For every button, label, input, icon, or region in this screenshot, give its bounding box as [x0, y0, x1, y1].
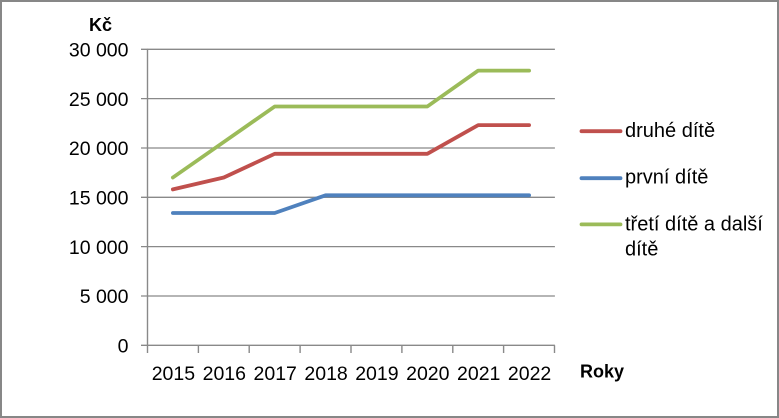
svg-text:2018: 2018: [304, 363, 347, 385]
svg-text:20 000: 20 000: [69, 138, 129, 160]
svg-text:2016: 2016: [203, 363, 246, 385]
svg-text:třetí dítě a další: třetí dítě a další: [625, 213, 763, 235]
svg-text:Roky: Roky: [580, 362, 624, 382]
svg-text:2021: 2021: [457, 363, 500, 385]
svg-text:první dítě: první dítě: [625, 167, 708, 189]
svg-text:Kč: Kč: [89, 15, 112, 35]
svg-text:25 000: 25 000: [69, 89, 129, 111]
svg-text:druhé dítě: druhé dítě: [625, 120, 715, 142]
svg-text:0: 0: [118, 336, 129, 358]
svg-text:2019: 2019: [355, 363, 398, 385]
svg-text:10 000: 10 000: [69, 237, 129, 259]
svg-text:2022: 2022: [508, 363, 551, 385]
svg-text:15 000: 15 000: [69, 188, 129, 210]
svg-text:5 000: 5 000: [80, 286, 129, 308]
svg-text:2017: 2017: [254, 363, 297, 385]
svg-text:30 000: 30 000: [69, 40, 129, 62]
svg-text:dítě: dítě: [625, 239, 658, 261]
svg-text:2015: 2015: [152, 363, 196, 385]
svg-text:2020: 2020: [406, 363, 450, 385]
